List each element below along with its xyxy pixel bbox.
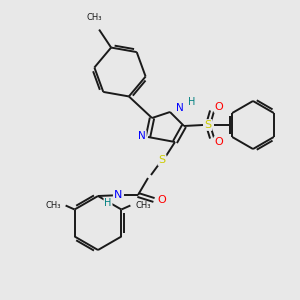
Text: O: O [158,195,166,205]
Text: H: H [104,198,112,208]
Text: S: S [204,120,211,130]
Text: H: H [188,97,196,107]
Text: CH₃: CH₃ [135,201,151,210]
Text: S: S [158,155,166,165]
Text: O: O [214,102,224,112]
Text: O: O [214,137,224,147]
Text: N: N [114,190,122,200]
Text: CH₃: CH₃ [86,13,102,22]
Text: N: N [176,103,184,113]
Text: N: N [138,131,146,141]
Text: CH₃: CH₃ [45,201,61,210]
